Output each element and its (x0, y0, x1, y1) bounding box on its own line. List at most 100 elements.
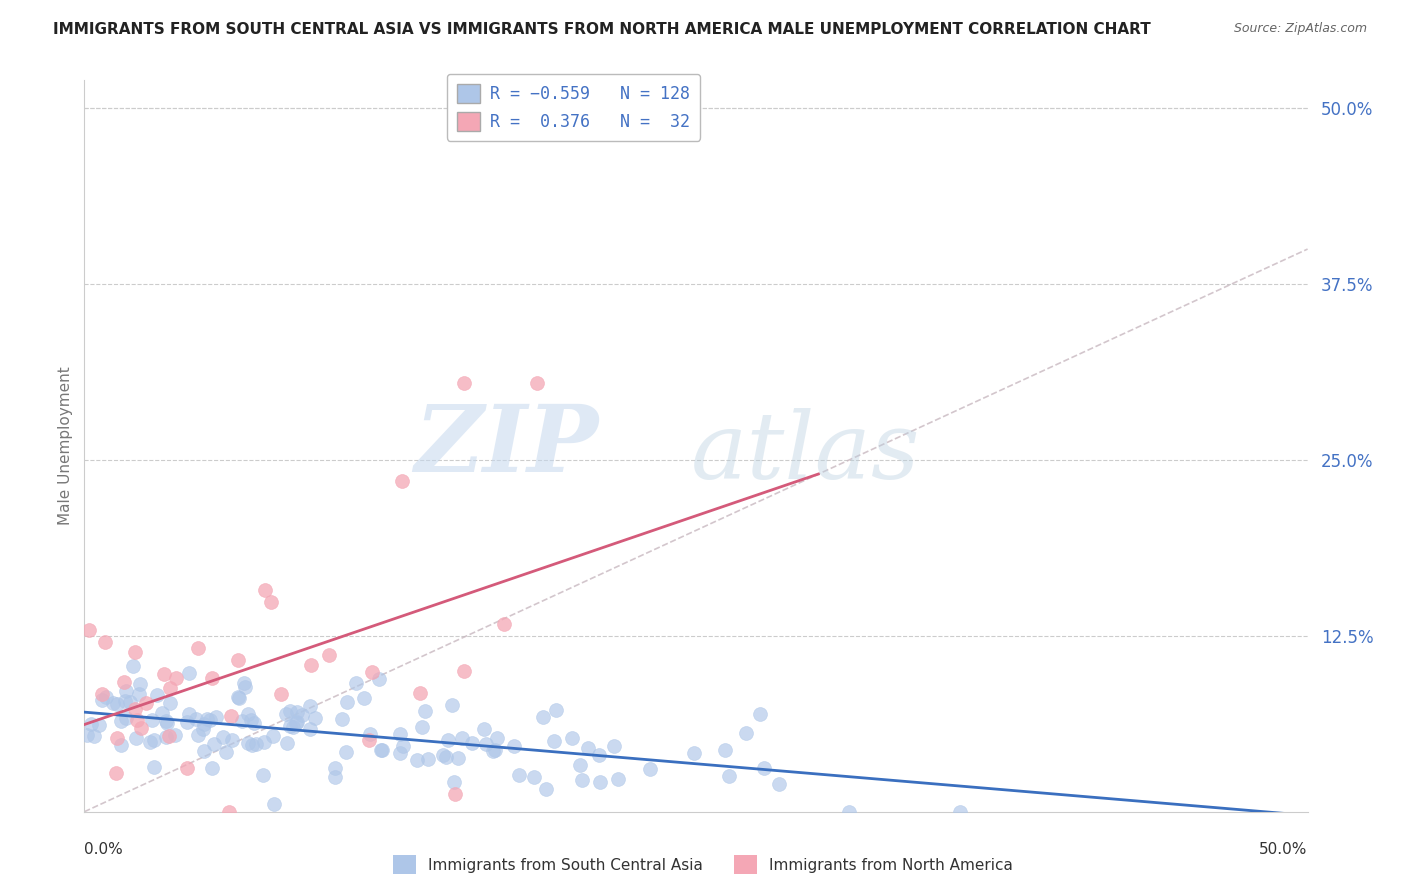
Point (135, 697, 157, 711)
Point (359, 727, 381, 741)
Point (323, 770, 346, 784)
Point (91, 692, 114, 706)
Point (441, 698, 464, 713)
Point (122, 658, 145, 673)
Point (101, 696, 124, 710)
Point (472, 723, 495, 737)
Point (482, 744, 505, 758)
Point (278, 719, 301, 733)
Point (263, 797, 285, 811)
Point (838, 805, 860, 819)
Point (195, 712, 218, 726)
Point (523, 770, 546, 784)
Point (262, 729, 284, 743)
Point (252, 768, 274, 782)
Point (226, 653, 249, 667)
Text: IMMIGRANTS FROM SOUTH CENTRAL ASIA VS IMMIGRANTS FROM NORTH AMERICA MALE UNEMPLO: IMMIGRANTS FROM SOUTH CENTRAL ASIA VS IM… (53, 22, 1152, 37)
Point (299, 722, 322, 736)
Point (503, 739, 526, 753)
Point (187, 641, 209, 656)
Point (83, 729, 105, 743)
Point (531, 709, 554, 723)
Point (434, 749, 457, 764)
Point (484, 743, 506, 757)
Point (114, 694, 136, 708)
Point (242, 738, 264, 752)
Point (90, 687, 112, 701)
Point (735, 726, 758, 740)
Point (150, 706, 173, 721)
Point (79, 624, 101, 638)
Point (432, 748, 454, 763)
Point (146, 689, 169, 703)
Point (104, 765, 127, 780)
Point (155, 714, 177, 728)
Point (323, 761, 346, 775)
Point (201, 760, 224, 774)
Point (370, 742, 392, 756)
Point (112, 675, 135, 690)
Point (155, 730, 177, 744)
Point (361, 665, 384, 680)
Point (718, 769, 741, 783)
Point (544, 703, 567, 717)
Point (278, 704, 301, 718)
Point (270, 687, 292, 701)
Point (156, 715, 179, 730)
Point (157, 729, 180, 743)
Point (228, 691, 250, 706)
Text: 50.0%: 50.0% (1260, 842, 1308, 857)
Point (212, 731, 235, 745)
Point (193, 717, 215, 731)
Point (176, 761, 198, 775)
Point (87, 718, 110, 732)
Point (607, 772, 630, 786)
Point (276, 736, 298, 750)
Point (409, 686, 432, 700)
Point (413, 704, 436, 718)
Point (129, 722, 152, 736)
Point (129, 676, 152, 690)
Legend: R = −0.559   N = 128, R =  0.376   N =  32: R = −0.559 N = 128, R = 0.376 N = 32 (447, 74, 700, 141)
Point (233, 676, 256, 690)
Point (231, 714, 253, 728)
Point (948, 805, 970, 819)
Point (110, 738, 132, 752)
Point (110, 714, 132, 729)
Point (120, 695, 142, 709)
Text: ZIP: ZIP (413, 401, 598, 491)
Point (165, 671, 187, 685)
Point (204, 710, 226, 724)
Point (94, 690, 117, 704)
Point (682, 746, 704, 760)
Point (638, 762, 661, 776)
Point (245, 737, 267, 751)
Point (475, 738, 498, 752)
Point (713, 743, 735, 757)
Point (276, 706, 298, 721)
Point (143, 733, 166, 747)
Point (114, 711, 136, 725)
Point (124, 645, 146, 659)
Point (141, 713, 163, 727)
Point (589, 775, 612, 789)
Point (163, 728, 186, 742)
Point (444, 787, 467, 801)
Point (534, 781, 557, 796)
Point (177, 706, 200, 721)
Point (318, 648, 340, 662)
Point (391, 474, 413, 488)
Point (285, 715, 308, 730)
Point (357, 732, 380, 747)
Point (416, 752, 439, 766)
Point (299, 657, 322, 672)
Point (201, 671, 224, 685)
Point (291, 707, 314, 722)
Point (235, 680, 257, 694)
Point (406, 753, 429, 767)
Y-axis label: Male Unemployment: Male Unemployment (58, 367, 73, 525)
Point (494, 617, 516, 632)
Point (236, 707, 259, 722)
Point (253, 583, 276, 598)
Point (128, 687, 150, 701)
